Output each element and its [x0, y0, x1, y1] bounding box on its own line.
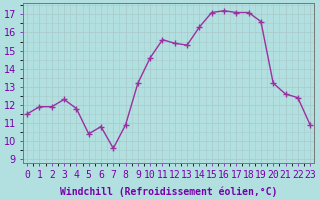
X-axis label: Windchill (Refroidissement éolien,°C): Windchill (Refroidissement éolien,°C)	[60, 186, 277, 197]
